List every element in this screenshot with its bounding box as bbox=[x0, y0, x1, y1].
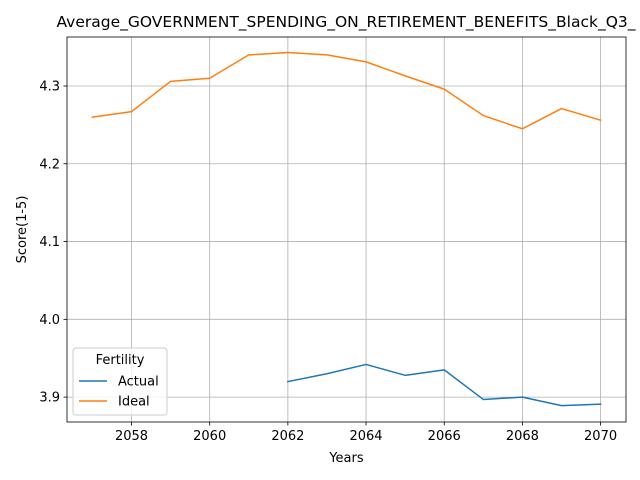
y-axis-ticks: 3.9 4.0 4.1 4.2 4.3 bbox=[39, 80, 67, 406]
series-line-ideal bbox=[91, 51, 602, 130]
x-tick-label: 2064 bbox=[349, 429, 382, 444]
y-axis-label: Score(1-5) bbox=[15, 196, 30, 264]
legend: Fertility Actual Ideal bbox=[72, 347, 168, 416]
x-axis-label: Years bbox=[328, 451, 364, 466]
legend-label-actual: Actual bbox=[118, 375, 159, 390]
x-tick-label: 2062 bbox=[271, 429, 304, 444]
x-tick-label: 2070 bbox=[584, 429, 617, 444]
y-tick-label: 3.9 bbox=[39, 391, 60, 406]
legend-items: Actual Ideal bbox=[79, 375, 159, 410]
legend-box bbox=[72, 347, 168, 416]
legend-title: Fertility bbox=[96, 353, 145, 368]
y-tick-label: 4.2 bbox=[39, 157, 60, 172]
y-tick-label: 4.3 bbox=[39, 80, 60, 95]
y-tick-label: 4.1 bbox=[39, 235, 60, 250]
chart-title: Average_GOVERNMENT_SPENDING_ON_RETIREMEN… bbox=[56, 13, 635, 32]
series-layer bbox=[91, 51, 602, 407]
plot-frame bbox=[66, 36, 627, 423]
x-tick-label: 2060 bbox=[193, 429, 226, 444]
x-axis-ticks: 2058 2060 2062 2064 2066 2068 2070 bbox=[115, 422, 617, 444]
legend-label-ideal: Ideal bbox=[118, 395, 150, 410]
x-tick-label: 2058 bbox=[115, 429, 148, 444]
x-tick-label: 2068 bbox=[506, 429, 539, 444]
y-tick-label: 4.0 bbox=[39, 313, 60, 328]
series-line-actual bbox=[286, 363, 602, 407]
x-tick-label: 2066 bbox=[428, 429, 461, 444]
